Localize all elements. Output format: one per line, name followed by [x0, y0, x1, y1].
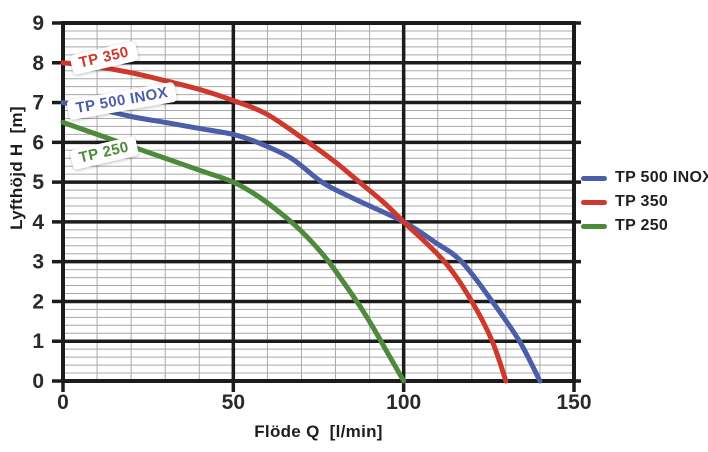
major-gridlines [52, 21, 581, 392]
y-tick-label: 1 [32, 330, 44, 353]
legend-item-tp-500-inox: TP 500 INOX [581, 167, 708, 189]
legend: TP 500 INOX TP 350 TP 250 [581, 167, 708, 237]
curve-tp-500-inox [60, 100, 543, 384]
legend-swatch-red [581, 199, 607, 205]
x-tick-label: 50 [222, 391, 245, 414]
y-tick-label: 4 [32, 211, 44, 234]
curve-tp-350 [60, 60, 509, 384]
x-tick-label: 0 [57, 391, 69, 414]
y-axis-title: Lyfthöjd H [m] [7, 106, 26, 230]
legend-label: TP 250 [615, 217, 669, 234]
legend-item-tp-250: TP 250 [581, 215, 708, 237]
pump-curves [60, 60, 543, 384]
y-tick-label: 7 [32, 92, 44, 115]
legend-item-tp-350: TP 350 [581, 191, 708, 213]
y-tick-label: 6 [32, 131, 44, 154]
legend-label: TP 350 [615, 193, 669, 210]
y-tick-label: 2 [32, 290, 44, 313]
x-tick-label: 100 [386, 391, 421, 414]
y-tick-label: 9 [32, 12, 44, 35]
plot-frame [61, 21, 576, 383]
minor-gridlines [63, 23, 574, 381]
y-tick-label: 8 [32, 52, 44, 75]
legend-label: TP 500 INOX [615, 169, 708, 186]
y-tick-label: 3 [32, 251, 44, 274]
x-axis-title: Flöde Q [l/min] [254, 422, 383, 441]
y-tick-label: 0 [32, 370, 44, 393]
x-tick-label: 150 [556, 391, 591, 414]
tick-labels: 0 50 100 150 0 1 2 3 4 5 6 7 8 9 [32, 12, 591, 414]
legend-swatch-green [581, 223, 607, 229]
y-tick-label: 5 [32, 171, 44, 194]
curve-tp-250 [60, 119, 407, 384]
legend-swatch-blue [581, 175, 607, 181]
